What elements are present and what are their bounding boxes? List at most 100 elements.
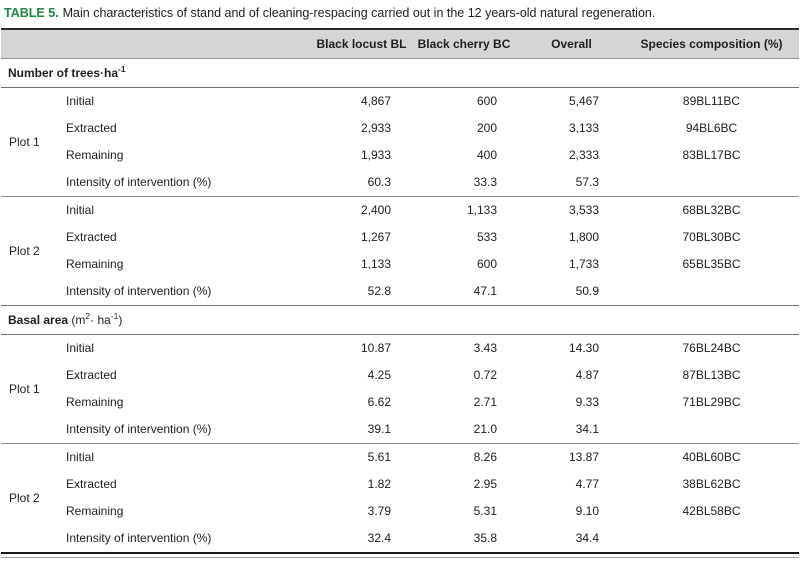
row-label: Remaining [66, 148, 124, 163]
row-label: Initial [61, 86, 314, 115]
value-black-cherry: 0.72 [473, 368, 497, 383]
row-label: Initial [61, 333, 314, 362]
value-black-locust: 60.3 [367, 175, 391, 190]
column-header-row: Black locust BL Black cherry BC Overall … [1, 27, 799, 59]
value-species-composition: 83BL17BC [682, 148, 741, 163]
value-black-locust: 2,400 [314, 195, 409, 224]
value-overall: 34.1 [575, 422, 599, 437]
value-species-composition [624, 416, 799, 444]
table-number-label: TABLE 5. [4, 6, 59, 20]
value-black-cherry: 2.71 [473, 395, 497, 410]
table-row: Remaining 3.79 5.31 9.10 42BL58BC [1, 498, 799, 525]
value-overall: 9.33 [575, 395, 599, 410]
value-black-cherry: 35.8 [473, 531, 497, 546]
value-overall: 4.77 [575, 477, 599, 492]
value-black-locust: 4,867 [314, 86, 409, 115]
col-header-black-cherry: Black cherry BC [409, 27, 519, 59]
table-row: Intensity of intervention (%) 32.4 35.8 34.… [1, 525, 799, 552]
row-label: Extracted [66, 121, 117, 136]
bottom-rule-thin [1, 556, 799, 558]
value-black-locust: 10.87 [314, 333, 409, 362]
value-species-composition: 94BL6BC [685, 121, 738, 136]
value-black-locust: 3.79 [367, 504, 391, 519]
value-black-locust: 52.8 [367, 284, 391, 299]
bottom-rule-thick [1, 551, 799, 554]
row-label: Intensity of intervention (%) [66, 284, 212, 299]
value-black-locust: 1,267 [360, 230, 391, 245]
row-label: Intensity of intervention (%) [66, 531, 212, 546]
section-title: Number of trees·ha-1 [1, 57, 799, 88]
plot-label: Plot 2 [1, 195, 61, 306]
value-black-cherry: 33.3 [473, 175, 497, 190]
row-label: Initial [61, 442, 314, 471]
table-row: Plot 2 Initial 5.61 8.26 13.87 40BL60BC [1, 442, 799, 552]
table-row: Intensity of intervention (%) 52.8 47.1 50.… [1, 278, 799, 306]
value-black-locust: 1,933 [360, 148, 391, 163]
value-overall: 5,467 [519, 86, 624, 115]
value-black-locust: 1.82 [367, 477, 391, 492]
value-black-locust: 2,933 [360, 121, 391, 136]
table-row: Extracted 1,267 533 1,800 70BL30BC [1, 224, 799, 251]
table-row: Extracted 2,933 200 3,133 94BL6BC [1, 115, 799, 142]
value-overall: 13.87 [519, 442, 624, 471]
table-row: Intensity of intervention (%) 39.1 21.0 34.… [1, 416, 799, 444]
value-black-cherry: 1,133 [409, 195, 519, 224]
value-overall: 14.30 [519, 333, 624, 362]
value-black-cherry: 600 [476, 257, 497, 272]
table-row: Remaining 1,933 400 2,333 83BL17BC [1, 142, 799, 169]
table-row: Extracted 4.25 0.72 4.87 87BL13BC [1, 362, 799, 389]
value-species-composition: 70BL30BC [682, 230, 741, 245]
table-row: Plot 1 Initial 10.87 3.43 14.30 76BL24BC [1, 333, 799, 444]
table-row: Intensity of intervention (%) 60.3 33.3 57.… [1, 169, 799, 197]
value-overall: 9.10 [575, 504, 599, 519]
row-label: Extracted [66, 230, 117, 245]
value-overall: 57.3 [575, 175, 599, 190]
col-header-species-composition: Species composition (%) [624, 27, 799, 59]
table-row: Remaining 6.62 2.71 9.33 71BL29BC [1, 389, 799, 416]
row-label: Initial [61, 195, 314, 224]
value-species-composition: 68BL32BC [624, 195, 799, 224]
value-black-locust: 4.25 [367, 368, 391, 383]
section-title: Basal area (m2· ha-1) [1, 304, 799, 335]
value-black-cherry: 3.43 [409, 333, 519, 362]
value-species-composition [624, 525, 799, 552]
value-species-composition: 38BL62BC [682, 477, 741, 492]
col-header-black-locust: Black locust BL [314, 27, 409, 59]
value-overall: 3,133 [568, 121, 599, 136]
value-species-composition: 71BL29BC [682, 395, 741, 410]
row-label: Remaining [66, 395, 124, 410]
value-overall: 34.4 [575, 531, 599, 546]
section-header-row: Number of trees·ha-1 [1, 57, 799, 88]
value-black-locust: 6.62 [367, 395, 391, 410]
empty-header-cell [1, 27, 314, 59]
row-label: Extracted [66, 368, 117, 383]
value-black-cherry: 533 [476, 230, 497, 245]
table-caption: TABLE 5. Main characteristics of stand an… [1, 0, 799, 28]
value-species-composition: 65BL35BC [682, 257, 741, 272]
value-species-composition [624, 278, 799, 306]
value-black-locust: 1,133 [360, 257, 391, 272]
row-label: Remaining [66, 504, 124, 519]
value-species-composition: 76BL24BC [624, 333, 799, 362]
value-overall: 3,533 [519, 195, 624, 224]
value-black-cherry: 8.26 [409, 442, 519, 471]
value-black-locust: 39.1 [367, 422, 391, 437]
value-species-composition: 87BL13BC [682, 368, 741, 383]
table-row: Extracted 1.82 2.95 4.77 38BL62BC [1, 471, 799, 498]
row-label: Intensity of intervention (%) [66, 175, 212, 190]
value-black-cherry: 5.31 [473, 504, 497, 519]
value-overall: 4.87 [575, 368, 599, 383]
section-header-row: Basal area (m2· ha-1) [1, 304, 799, 335]
value-species-composition: 40BL60BC [624, 442, 799, 471]
value-black-cherry: 200 [476, 121, 497, 136]
plot-label: Plot 1 [1, 333, 61, 444]
value-black-locust: 32.4 [367, 531, 391, 546]
table-caption-text: Main characteristics of stand and of cle… [62, 6, 656, 20]
value-overall: 2,333 [568, 148, 599, 163]
table-row: Remaining 1,133 600 1,733 65BL35BC [1, 251, 799, 278]
table-row: Plot 1 Initial 4,867 600 5,467 89BL11BC [1, 86, 799, 197]
row-label: Intensity of intervention (%) [66, 422, 212, 437]
value-overall: 50.9 [575, 284, 599, 299]
value-black-cherry: 400 [476, 148, 497, 163]
value-overall: 1,733 [568, 257, 599, 272]
